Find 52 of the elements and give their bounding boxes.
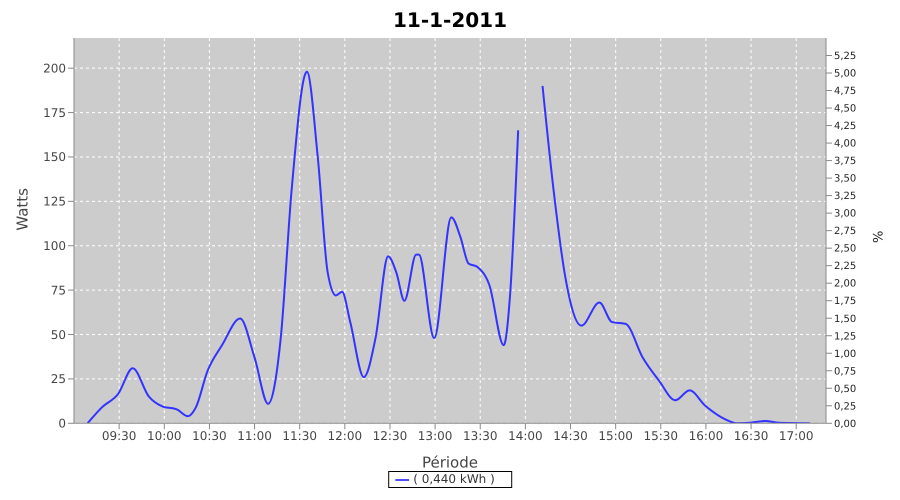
x-tick-label: 11:30: [282, 428, 317, 443]
y-tick-label: 200: [43, 61, 66, 76]
x-tick-label: 16:00: [688, 428, 724, 443]
y2-tick-label: 4,25: [834, 121, 856, 132]
y2-tick-label: 4,50: [834, 104, 856, 115]
y-tick-label: 175: [43, 106, 66, 120]
y2-tick-label: 3,75: [834, 156, 856, 168]
x-tick-label: 14:00: [508, 428, 543, 443]
x-tick-label: 09:30: [102, 428, 136, 443]
x-tick-label: 15:00: [598, 428, 633, 443]
y-tick-label: 25: [50, 372, 66, 386]
y-tick-label: 75: [50, 283, 66, 298]
y-axis-title: Watts: [13, 188, 32, 231]
y2-tick-label: 5,25: [834, 51, 856, 62]
x-tick-label: 11:00: [237, 428, 272, 443]
y2-tick-label: 3,00: [834, 208, 856, 220]
y2-tick-label: 3,50: [834, 174, 856, 185]
y2-axis-title: %: [872, 230, 887, 243]
y2-tick-label: 2,00: [834, 278, 856, 290]
y2-tick-label: 0,25: [834, 401, 856, 412]
y-tick-label: 125: [43, 194, 66, 209]
x-tick-label: 15:30: [644, 428, 678, 443]
x-tick-label: 12:30: [372, 428, 408, 443]
y2-tick-label: 1,75: [834, 296, 856, 308]
y2-tick-label: 4,75: [834, 86, 856, 98]
x-tick-label: 10:30: [192, 428, 227, 443]
y2-tick-label: 1,50: [834, 314, 856, 325]
legend-label: ( 0,440 kWh ): [413, 472, 495, 486]
y2-tick-label: 2,50: [834, 244, 856, 255]
x-tick-label: 17:00: [778, 428, 814, 443]
y2-tick-label: 3,25: [834, 191, 856, 202]
y2-tick-label: 0,75: [834, 366, 856, 378]
x-tick-label: 14:30: [553, 428, 588, 443]
y2-tick-label: 1,25: [834, 331, 856, 342]
y-tick-label: 100: [43, 238, 66, 253]
x-tick-label: 16:30: [734, 428, 768, 443]
y-tick-label: 50: [50, 328, 66, 342]
x-tick-label: 13:30: [462, 428, 498, 443]
y2-tick-label: 2,75: [834, 226, 856, 238]
y2-tick-label: 4,00: [834, 138, 856, 150]
y-tick-label: 150: [43, 150, 66, 164]
y-tick-label: 0: [58, 416, 66, 431]
y2-tick-label: 5,00: [834, 68, 856, 80]
y2-tick-label: 2,25: [834, 261, 856, 272]
y2-tick-label: 0,00: [834, 418, 856, 430]
x-tick-label: 13:00: [418, 428, 452, 443]
x-tick-label: 12:00: [328, 428, 362, 443]
y2-tick-label: 1,00: [834, 348, 856, 360]
x-axis-title: Période: [422, 453, 478, 472]
x-tick-label: 10:00: [146, 428, 182, 443]
y2-tick-label: 0,50: [834, 384, 856, 395]
chart-title: 11-1-2011: [392, 8, 508, 34]
